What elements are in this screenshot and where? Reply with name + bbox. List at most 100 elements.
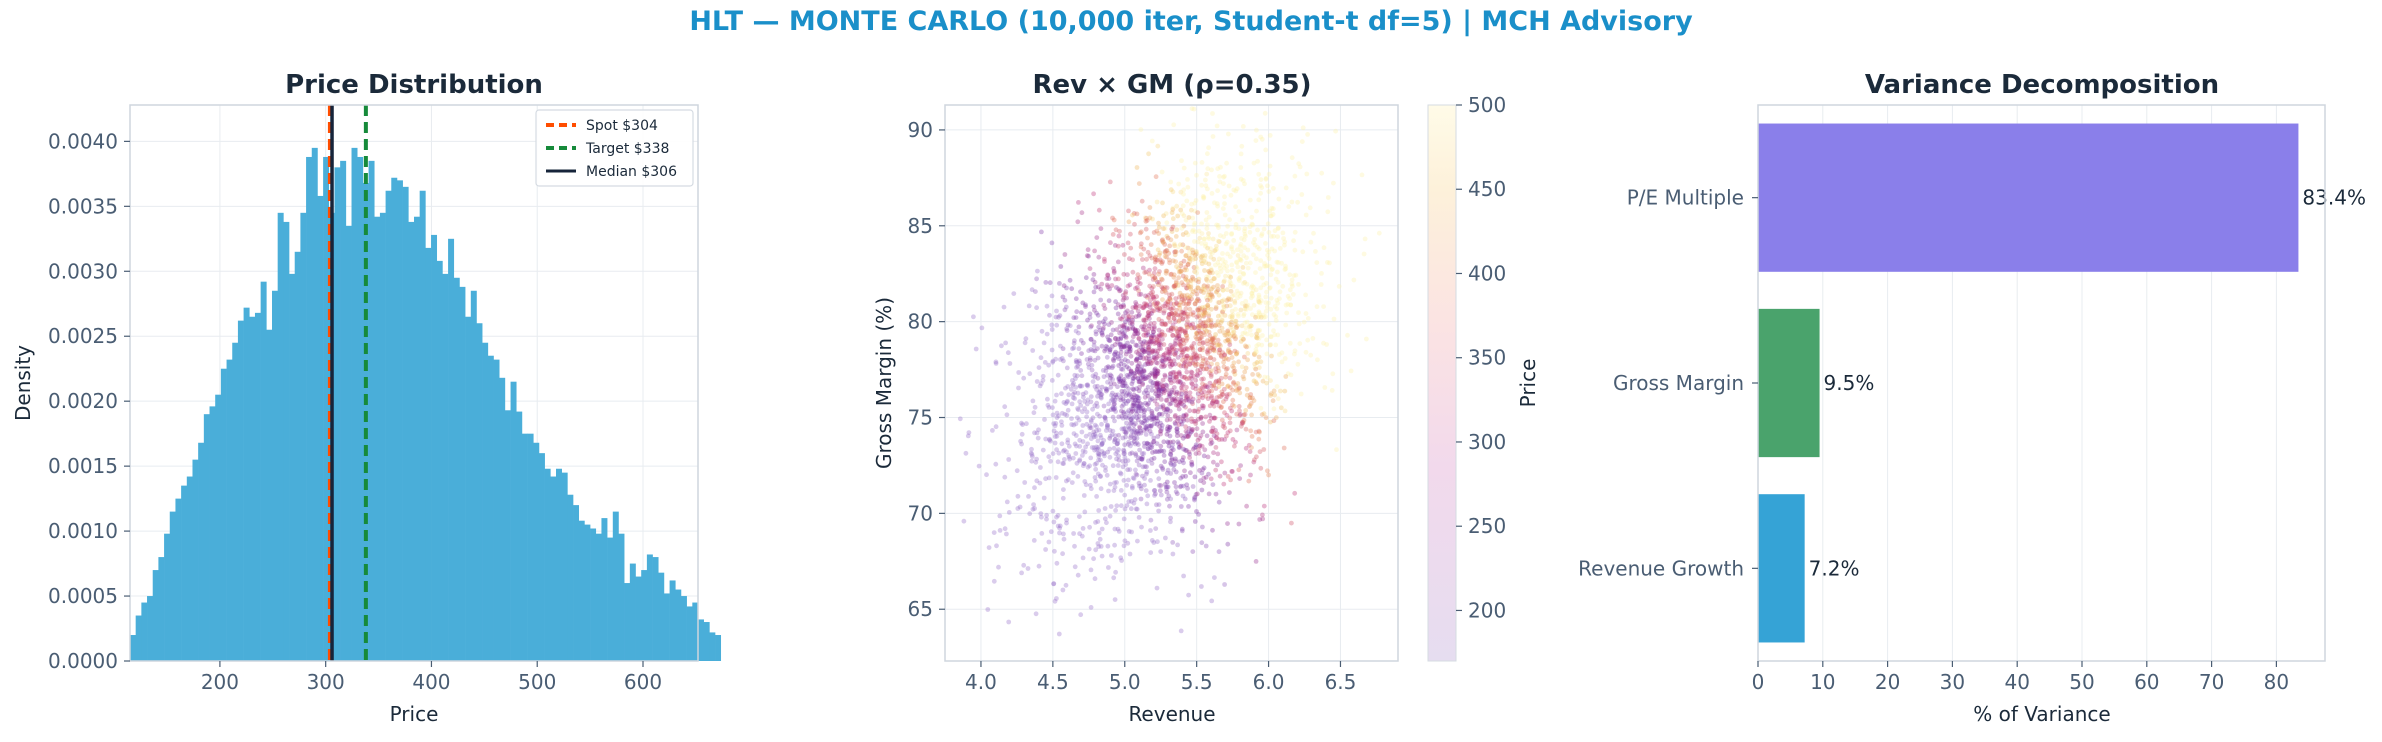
scatter-point bbox=[1141, 317, 1147, 323]
scatter-point bbox=[1170, 447, 1176, 453]
scatter-point bbox=[1291, 273, 1297, 278]
scatter-point bbox=[1151, 301, 1156, 307]
scatter-point bbox=[1026, 494, 1031, 499]
scatter-point bbox=[1216, 368, 1222, 374]
scatter-point bbox=[1211, 398, 1217, 404]
scatter-point bbox=[1261, 411, 1267, 417]
price-legend: Spot $304 Target $338 Median $306 bbox=[535, 109, 694, 187]
scatter-point bbox=[1044, 303, 1050, 309]
scatter-point bbox=[1152, 421, 1157, 426]
scatter-point bbox=[1201, 258, 1207, 264]
scatter-point bbox=[1084, 414, 1089, 420]
scatter-point bbox=[1028, 450, 1034, 456]
scatter-point bbox=[1004, 531, 1009, 537]
scatter-point bbox=[1212, 335, 1217, 341]
histogram-bar bbox=[249, 316, 256, 661]
scatter-point bbox=[1131, 500, 1137, 506]
scatter-point bbox=[1221, 399, 1226, 405]
scatter-point bbox=[1208, 437, 1214, 443]
scatter-point bbox=[1196, 398, 1201, 404]
scatter-point bbox=[1136, 462, 1142, 468]
scatter-point bbox=[1137, 303, 1143, 309]
scatter-point bbox=[1186, 504, 1191, 509]
scatter-point bbox=[1119, 329, 1124, 334]
scatter-point bbox=[1178, 395, 1184, 400]
histogram-bar bbox=[538, 453, 545, 661]
scatter-point bbox=[1110, 405, 1116, 410]
scatter-point bbox=[1026, 303, 1032, 309]
scatter-point bbox=[1077, 361, 1083, 366]
scatter-point bbox=[1149, 417, 1154, 422]
scatter-point bbox=[1242, 280, 1248, 285]
scatter-point bbox=[1198, 288, 1204, 294]
scatter-x-tick-label: 6.0 bbox=[1253, 670, 1285, 694]
scatter-point bbox=[1143, 425, 1149, 431]
scatter-point bbox=[1283, 185, 1289, 191]
scatter-point bbox=[1160, 200, 1165, 206]
scatter-point bbox=[1115, 302, 1121, 307]
scatter-point bbox=[1099, 441, 1105, 447]
scatter-point bbox=[1177, 290, 1183, 296]
scatter-point bbox=[1156, 386, 1161, 392]
scatter-point bbox=[1254, 343, 1260, 349]
scatter-point bbox=[1138, 408, 1144, 414]
scatter-point bbox=[1112, 597, 1118, 602]
scatter-point bbox=[1160, 297, 1165, 302]
scatter-point bbox=[1047, 312, 1052, 318]
scatter-point bbox=[1233, 225, 1239, 231]
scatter-point bbox=[1227, 342, 1233, 348]
scatter-point bbox=[1159, 448, 1165, 454]
scatter-point bbox=[1014, 468, 1020, 474]
scatter-point bbox=[1175, 403, 1181, 408]
scatter-point bbox=[1154, 228, 1160, 234]
scatter-point bbox=[1210, 250, 1215, 256]
scatter-point bbox=[1227, 405, 1233, 411]
scatter-point bbox=[1277, 246, 1283, 251]
scatter-point bbox=[1032, 404, 1038, 410]
variance-bar bbox=[1758, 123, 2299, 272]
scatter-point bbox=[1094, 461, 1099, 466]
scatter-point bbox=[1156, 224, 1162, 230]
scatter-point bbox=[1155, 143, 1161, 149]
scatter-point bbox=[1032, 430, 1037, 436]
scatter-point bbox=[1149, 538, 1155, 543]
scatter-point bbox=[1192, 325, 1197, 330]
scatter-point bbox=[1158, 259, 1163, 265]
scatter-point bbox=[1204, 222, 1210, 228]
scatter-point bbox=[1036, 365, 1042, 370]
scatter-point bbox=[1016, 370, 1022, 375]
scatter-point bbox=[1099, 343, 1105, 349]
scatter-point bbox=[1196, 512, 1201, 517]
histogram-bar bbox=[550, 476, 557, 661]
scatter-point bbox=[1157, 332, 1162, 338]
scatter-point bbox=[1181, 341, 1187, 347]
scatter-point bbox=[1243, 445, 1249, 451]
scatter-point bbox=[1173, 319, 1179, 325]
scatter-point bbox=[1194, 330, 1200, 336]
scatter-point bbox=[1168, 364, 1173, 369]
scatter-point bbox=[1178, 268, 1184, 274]
scatter-point bbox=[1178, 269, 1184, 275]
scatter-point bbox=[1156, 220, 1161, 226]
scatter-point bbox=[1174, 203, 1180, 209]
scatter-point bbox=[1128, 406, 1134, 412]
scatter-point bbox=[1205, 396, 1211, 402]
scatter-point bbox=[1197, 442, 1203, 448]
scatter-point bbox=[1111, 268, 1117, 274]
scatter-point bbox=[1161, 310, 1167, 316]
scatter-point bbox=[1300, 249, 1306, 255]
scatter-point bbox=[1207, 317, 1213, 323]
scatter-point bbox=[1221, 330, 1226, 335]
scatter-point bbox=[1137, 424, 1142, 430]
scatter-point bbox=[1153, 356, 1158, 361]
scatter-point bbox=[1158, 483, 1164, 488]
scatter-point bbox=[1156, 345, 1162, 351]
scatter-point bbox=[1133, 331, 1139, 336]
scatter-point bbox=[1159, 382, 1164, 388]
scatter-point bbox=[1129, 484, 1135, 489]
scatter-point bbox=[1096, 427, 1102, 433]
scatter-point bbox=[1224, 160, 1229, 166]
scatter-point bbox=[1131, 211, 1137, 216]
scatter-point bbox=[1117, 342, 1123, 348]
scatter-point bbox=[1158, 443, 1164, 449]
